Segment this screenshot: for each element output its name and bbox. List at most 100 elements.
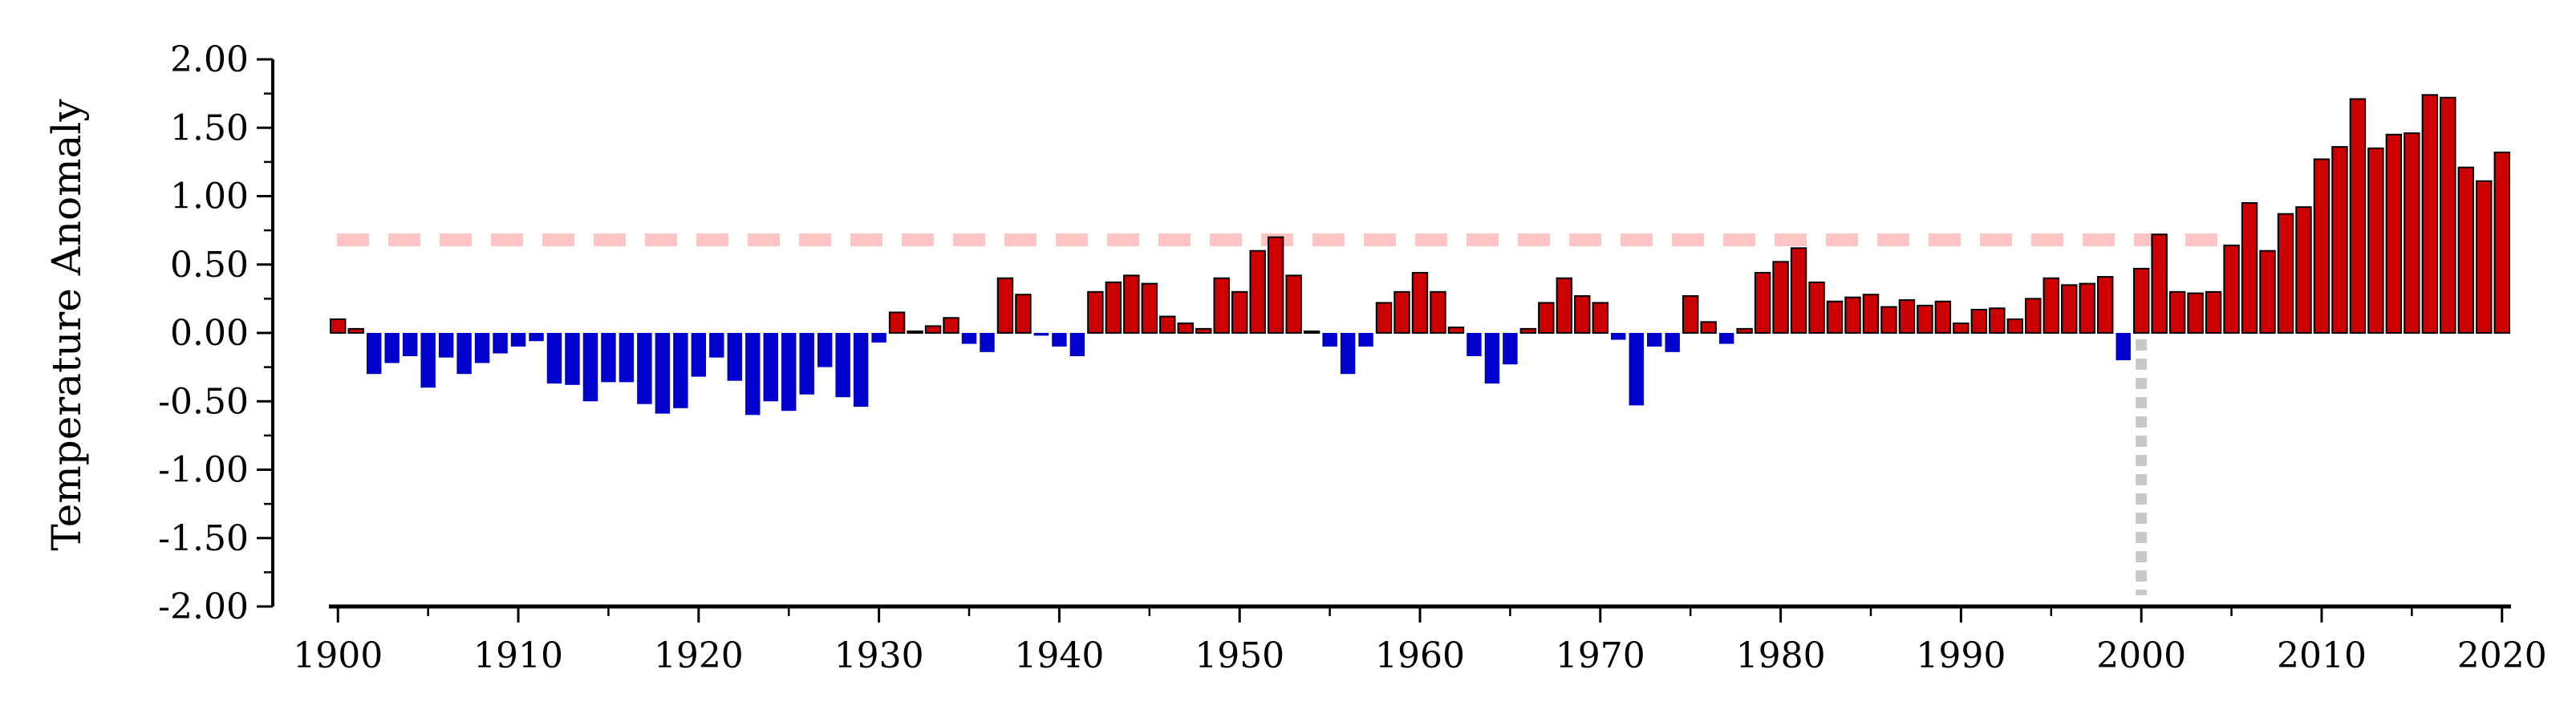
bar-1913 [565, 333, 580, 385]
bar-1900 [330, 318, 347, 335]
bar-1903 [384, 333, 400, 363]
x-tick-label: 1950 [1195, 635, 1284, 676]
bar-1975 [1681, 294, 1699, 334]
bar-2002 [2168, 290, 2186, 335]
bar-1968 [1556, 277, 1573, 334]
bar-2015 [2404, 132, 2420, 334]
bar-1922 [727, 333, 742, 381]
bar-1949 [1213, 277, 1230, 334]
bar-1907 [456, 333, 472, 375]
bar-2014 [2385, 133, 2403, 334]
x-tick-label: 1940 [1014, 635, 1104, 676]
bar-1982 [1808, 281, 1825, 335]
bar-1936 [980, 333, 995, 352]
bar-1923 [745, 333, 761, 416]
bar-2010 [2313, 158, 2331, 334]
bar-2016 [2421, 94, 2439, 335]
x-tick-label: 1980 [1736, 635, 1826, 676]
bar-1955 [1322, 333, 1337, 347]
bar-2007 [2259, 249, 2276, 335]
bar-1950 [1231, 290, 1248, 335]
x-axis: 1900 1910 1920 1930 1940 1950 1960 1970 1980 1990… [293, 604, 2547, 676]
bar-1966 [1519, 327, 1537, 335]
bar-1974 [1665, 333, 1680, 352]
bar-1984 [1844, 296, 1861, 335]
bar-1932 [907, 331, 923, 334]
bar-1912 [546, 333, 562, 384]
bar-1901 [347, 327, 364, 335]
bar-1956 [1340, 333, 1356, 375]
bar-1997 [2079, 282, 2095, 334]
bar-2008 [2277, 213, 2294, 334]
bar-2013 [2367, 147, 2384, 334]
bar-1939 [1033, 333, 1049, 336]
y-tick-label: 0.00 [170, 313, 249, 354]
bar-1993 [2006, 318, 2024, 335]
bar-1979 [1754, 271, 1771, 335]
bar-2003 [2187, 292, 2204, 334]
bar-1946 [1159, 315, 1176, 335]
bar-2001 [2151, 233, 2168, 334]
x-tick-label: 1920 [654, 635, 744, 676]
bar-1930 [871, 333, 886, 343]
bar-2006 [2241, 202, 2258, 334]
anomaly-bars [330, 94, 2510, 416]
x-tick-label: 1930 [834, 635, 924, 676]
bar-1944 [1123, 274, 1140, 335]
bar-1992 [1989, 307, 2006, 334]
bar-1905 [420, 333, 436, 388]
y-tick-label: 1.00 [170, 176, 249, 217]
bar-1938 [1015, 294, 1032, 335]
bar-1967 [1538, 302, 1555, 334]
bar-1976 [1700, 321, 1717, 334]
x-tick-label: 2020 [2457, 635, 2547, 676]
bar-1962 [1447, 327, 1465, 334]
bar-1995 [2043, 277, 2059, 334]
bar-1953 [1285, 274, 1302, 335]
bar-1925 [781, 333, 797, 412]
bar-1980 [1772, 261, 1789, 334]
bar-1994 [2025, 298, 2042, 335]
bar-1929 [853, 333, 869, 408]
y-tick-label: -0.50 [158, 381, 249, 422]
bar-1970 [1592, 302, 1609, 334]
bar-1943 [1105, 281, 1122, 335]
bar-1973 [1647, 333, 1662, 347]
bar-1915 [601, 333, 616, 383]
bar-1902 [366, 333, 382, 375]
bar-1977 [1718, 333, 1734, 344]
bar-2005 [2223, 244, 2240, 335]
bar-1914 [582, 333, 598, 402]
bar-1948 [1195, 327, 1212, 335]
bar-1933 [924, 325, 942, 335]
bar-1941 [1069, 333, 1085, 356]
y-tick-label: -1.50 [158, 518, 249, 559]
x-tick-label: 2000 [2096, 635, 2186, 676]
bar-1947 [1177, 322, 1194, 335]
bar-1964 [1484, 333, 1500, 384]
x-tick-label: 1960 [1375, 635, 1465, 676]
y-axis-title: Temperature Anomaly [43, 99, 90, 551]
y-tick-label: 1.50 [170, 107, 249, 148]
bar-2019 [2476, 180, 2493, 334]
bar-1945 [1141, 282, 1158, 334]
y-tick-label: -2.00 [158, 586, 249, 627]
bar-1958 [1375, 302, 1393, 334]
x-tick-label: 1910 [473, 635, 563, 676]
bar-1910 [510, 333, 526, 347]
bar-1920 [691, 333, 707, 377]
x-tick-label: 2010 [2277, 635, 2367, 676]
reference-lines [337, 233, 2232, 595]
bar-2009 [2295, 206, 2312, 335]
bar-1951 [1249, 249, 1266, 335]
bar-1917 [637, 333, 652, 404]
bar-1952 [1267, 236, 1284, 334]
bar-1924 [763, 333, 778, 402]
bar-1935 [961, 333, 977, 344]
bar-1989 [1934, 300, 1952, 335]
x-tick-label: 1970 [1556, 635, 1645, 676]
bar-1963 [1466, 333, 1482, 356]
bar-1934 [943, 317, 959, 334]
bar-2017 [2440, 96, 2456, 335]
